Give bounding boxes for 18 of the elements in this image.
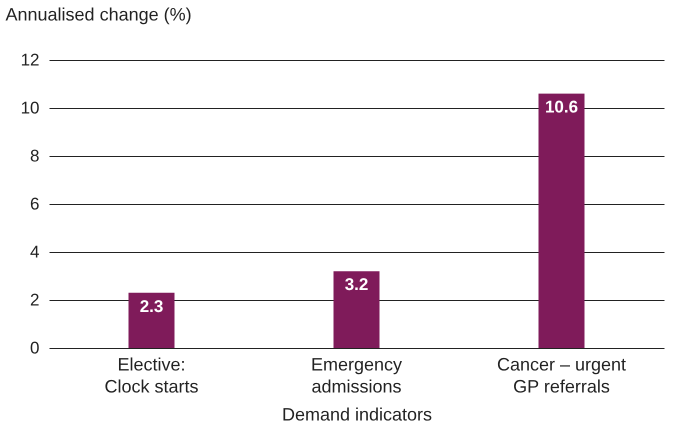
y-tick-label: 12 (20, 50, 40, 70)
data-label: 2.3 (140, 296, 164, 316)
y-tick-label: 2 (30, 290, 40, 310)
y-tick-label: 10 (20, 98, 40, 118)
x-axis-title: Demand indicators (282, 404, 432, 424)
data-label: 3.2 (344, 275, 368, 294)
y-tick-label: 6 (30, 194, 40, 214)
bar (128, 292, 174, 348)
y-axis-title: Annualised change (%) (6, 4, 192, 24)
y-tick-label: 4 (30, 242, 40, 262)
x-tick-label: Emergency admissions (310, 354, 402, 396)
y-tick-label: 0 (30, 338, 40, 358)
x-tick-label: Cancer – urgent GP referrals (496, 354, 626, 396)
bar (334, 271, 380, 348)
data-label: 10.6 (544, 98, 578, 117)
bar (538, 94, 584, 348)
y-tick-label: 8 (30, 146, 40, 166)
x-tick-label: Elective: Clock starts (104, 354, 199, 396)
